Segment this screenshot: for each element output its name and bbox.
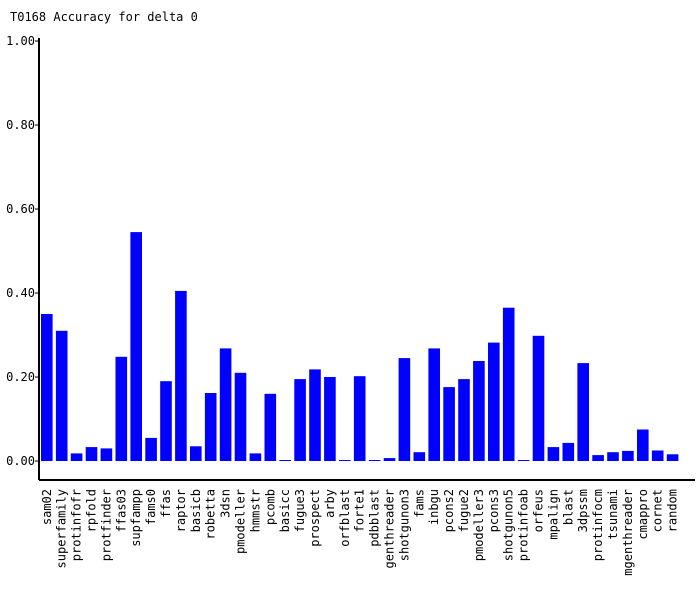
x-tick-label: ffas03	[114, 489, 128, 532]
x-tick-label: mgenthreader	[621, 489, 635, 576]
x-tick-label: protinfocm	[591, 489, 605, 561]
bar-pmodeller3	[473, 361, 485, 461]
axes	[38, 38, 695, 481]
x-tick-label: tsunami	[606, 489, 620, 540]
bar-hmmstr	[249, 453, 262, 461]
bar-orfeus	[532, 335, 545, 461]
bar-basicc	[279, 460, 291, 461]
bar-protinfofr	[70, 453, 83, 461]
x-tick-label: genthreader	[383, 489, 397, 568]
x-tick-label: cmappro	[636, 489, 650, 540]
x-tick-label: sam02	[40, 489, 54, 525]
x-tick-label: ffas	[159, 489, 173, 518]
y-tick-label: 1.00	[6, 34, 35, 48]
x-tick-label: protinfoab	[517, 489, 531, 561]
x-tick-label: basicc	[278, 489, 292, 532]
bar-fams0	[145, 437, 157, 461]
x-tick-label: orfeus	[532, 489, 546, 532]
x-tick-label: 3dsn	[219, 489, 233, 518]
bar-3dpssm	[577, 363, 589, 461]
x-tick-label: pdbblast	[368, 489, 382, 547]
bar-protfinder	[100, 448, 113, 461]
bar-ffas	[160, 381, 172, 461]
x-tick-label: pcons2	[442, 489, 456, 532]
x-tick-label: fams0	[144, 489, 158, 525]
x-tick-label: shotgunon3	[397, 489, 411, 561]
bar-fams	[413, 452, 426, 461]
x-tick-label: 3dpssm	[576, 489, 590, 532]
x-tick-label: hmmstr	[248, 489, 262, 532]
y-axis-ticks: 0.00 0.20 0.40 0.60 0.80 1.00	[6, 34, 39, 468]
x-tick-label: orfblast	[338, 489, 352, 547]
x-tick-label: basicb	[189, 489, 203, 532]
x-axis-labels: sam02 superfamily protinfofr rpfold protfind…	[40, 489, 680, 576]
y-tick-label: 0.80	[6, 118, 35, 132]
y-tick-label: 0.20	[6, 370, 35, 384]
bar-cornet	[651, 450, 664, 461]
bar-fugue3	[294, 379, 306, 461]
x-tick-label: inbgu	[427, 489, 441, 525]
bar-mpalign	[547, 447, 560, 461]
x-tick-label: fugue2	[457, 489, 471, 532]
bar-forte1	[353, 376, 366, 461]
bar-genthreader	[383, 458, 396, 461]
x-tick-label: fugue3	[293, 489, 307, 532]
bar-basicb	[190, 446, 202, 461]
x-tick-label: robetta	[204, 489, 218, 540]
x-tick-label: superfamily	[55, 489, 69, 568]
x-tick-label: arby	[323, 489, 337, 518]
bar-pcomb	[264, 393, 277, 461]
x-tick-label: cornet	[651, 489, 665, 532]
x-tick-label: raptor	[174, 489, 188, 532]
x-tick-label: blast	[561, 489, 575, 525]
bar-superfamily	[55, 330, 68, 461]
bar-prospect	[309, 369, 321, 461]
bar-shotgunon3	[398, 358, 411, 461]
bar-tsunami	[607, 452, 619, 461]
bar-rpfold	[85, 447, 98, 461]
bar-pdbblast	[368, 460, 381, 461]
x-tick-label: rpfold	[85, 489, 99, 532]
bar-random	[666, 454, 679, 461]
x-tick-label: prospect	[308, 489, 322, 547]
bar-pmodeller	[234, 372, 247, 461]
bar-sam02	[41, 314, 53, 461]
bar-3dsn	[219, 348, 232, 461]
bar-raptor	[175, 290, 187, 461]
x-tick-label: forte1	[353, 489, 367, 532]
bar-pcons2	[443, 387, 455, 461]
bar-mgenthreader	[622, 450, 634, 461]
chart-title: T0168 Accuracy for delta 0	[10, 10, 198, 24]
x-tick-label: random	[666, 489, 680, 532]
x-tick-label: pmodeller3	[472, 489, 486, 561]
x-tick-label: shotgunon5	[502, 489, 516, 561]
bar-shotgunon5	[502, 307, 515, 461]
bar-pcons3	[488, 342, 500, 461]
x-tick-label: pcomb	[263, 489, 277, 525]
x-tick-label: fams	[412, 489, 426, 518]
bars	[41, 232, 679, 461]
bar-ffas03	[115, 356, 128, 461]
y-tick-label: 0.40	[6, 286, 35, 300]
bar-arby	[324, 377, 336, 461]
bar-cmappro	[637, 429, 649, 461]
x-tick-label: protfinder	[99, 489, 113, 561]
bar-inbgu	[428, 348, 440, 461]
bar-protinfoab	[517, 460, 530, 461]
bar-protinfocm	[592, 455, 604, 461]
x-tick-label: mpalign	[546, 489, 560, 540]
x-tick-label: pmodeller	[234, 489, 248, 554]
y-tick-label: 0.60	[6, 202, 35, 216]
bar-supfampp	[130, 232, 142, 461]
x-tick-label: pcons3	[487, 489, 501, 532]
bar-fugue2	[458, 379, 470, 461]
bar-blast	[562, 442, 575, 461]
bar-robetta	[204, 393, 217, 461]
x-tick-label: supfampp	[129, 489, 143, 547]
x-tick-label: protinfofr	[70, 489, 84, 561]
bar-orfblast	[339, 460, 351, 461]
y-tick-label: 0.00	[6, 454, 35, 468]
